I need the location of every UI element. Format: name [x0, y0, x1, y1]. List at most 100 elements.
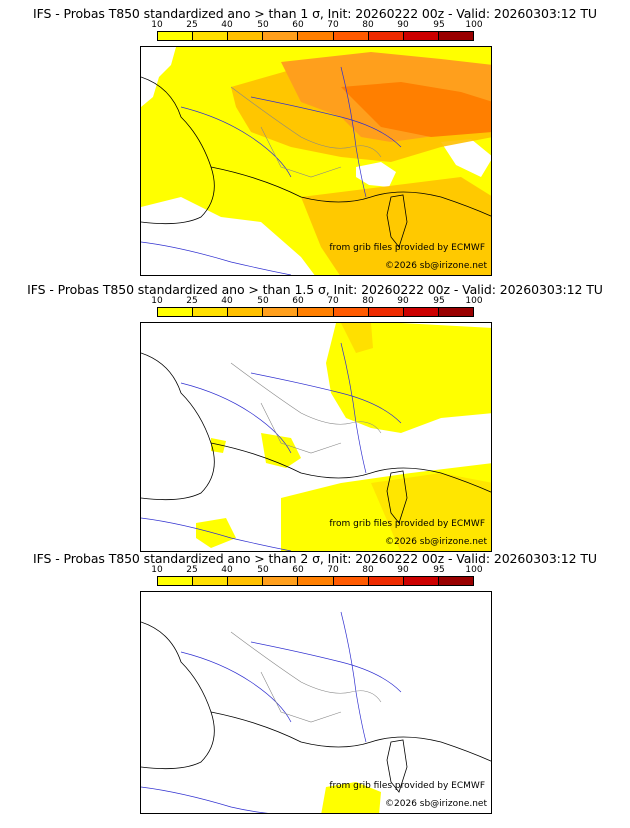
colorbar-segment — [263, 32, 299, 40]
probability-field-low — [211, 438, 226, 453]
probability-map: from grib files provided by ECMWF ©2026 … — [140, 46, 492, 276]
colorbar-tick: 40 — [221, 565, 233, 575]
probability-field-low — [196, 518, 236, 548]
probability-field-low — [326, 323, 491, 433]
colorbar-segment — [193, 32, 229, 40]
colorbar-tick: 40 — [221, 20, 233, 30]
panel-1-sigma: IFS - Probas T850 standardized ano > tha… — [0, 0, 630, 276]
colorbar: 10 25 40 50 60 70 80 90 95 100 — [151, 296, 483, 320]
map-graphic — [141, 611, 491, 813]
no-signal-area — [441, 139, 491, 177]
colorbar-tick: 10 — [151, 20, 163, 30]
colorbar-tick: 10 — [151, 296, 163, 306]
colorbar-tick: 25 — [186, 296, 198, 306]
colorbar-tick: 95 — [433, 20, 445, 30]
colorbar-tick: 25 — [186, 20, 198, 30]
panel-title: IFS - Probas T850 standardized ano > tha… — [33, 6, 597, 21]
river — [250, 641, 402, 693]
colorbar-segment — [228, 32, 264, 40]
coastline — [210, 442, 491, 493]
colorbar-tick: 50 — [257, 565, 269, 575]
river — [250, 96, 402, 148]
river — [180, 106, 292, 178]
colorbar-segment — [158, 308, 194, 316]
colorbar-segment — [333, 577, 369, 585]
colorbar-segment — [403, 32, 439, 40]
colorbar-tick: 25 — [186, 565, 198, 575]
colorbar-segment — [403, 308, 439, 316]
corsica-coast — [386, 194, 408, 248]
panel-title: IFS - Probas T850 standardized ano > tha… — [33, 551, 597, 566]
river — [340, 611, 367, 743]
coastline — [210, 711, 491, 762]
panel-2-sigma: IFS - Probas T850 standardized ano > tha… — [0, 545, 630, 821]
colorbar: 10 25 40 50 60 70 80 90 95 100 — [151, 565, 483, 589]
source-credit: from grib files provided by ECMWF — [329, 243, 485, 253]
map-graphic — [141, 323, 491, 551]
corsica-coast — [386, 470, 408, 524]
copyright-credit: ©2026 sb@irizone.net — [385, 537, 487, 547]
panel-title: IFS - Probas T850 standardized ano > tha… — [27, 282, 603, 297]
corsica-coast — [386, 739, 408, 793]
colorbar-segment — [228, 577, 264, 585]
colorbar-segment — [263, 308, 299, 316]
river — [141, 786, 269, 813]
colorbar-tick: 50 — [257, 20, 269, 30]
colorbar-segment — [368, 577, 404, 585]
colorbar-bar — [157, 31, 474, 41]
colorbar-segment — [158, 32, 194, 40]
copyright-credit: ©2026 sb@irizone.net — [385, 261, 487, 271]
colorbar-tick: 90 — [397, 20, 409, 30]
source-credit: from grib files provided by ECMWF — [329, 781, 485, 791]
probability-map: from grib files provided by ECMWF ©2026 … — [140, 322, 492, 552]
colorbar-segment — [193, 577, 229, 585]
colorbar-segment — [298, 577, 334, 585]
no-signal-area — [356, 162, 396, 187]
coastline — [141, 621, 215, 770]
river — [180, 382, 292, 454]
colorbar-segment — [368, 308, 404, 316]
admin-border — [260, 126, 342, 178]
colorbar-tick: 90 — [397, 565, 409, 575]
colorbar-tick: 10 — [151, 565, 163, 575]
map-graphic — [141, 47, 491, 275]
colorbar-segment — [298, 32, 334, 40]
colorbar-segment — [263, 577, 299, 585]
colorbar-tick: 100 — [465, 565, 483, 575]
river — [180, 651, 292, 723]
colorbar-bar — [157, 307, 474, 317]
colorbar-segment — [158, 577, 194, 585]
colorbar-segment — [438, 308, 473, 316]
colorbar-tick: 70 — [327, 565, 339, 575]
colorbar-segment — [438, 577, 473, 585]
panel-1-5-sigma: IFS - Probas T850 standardized ano > tha… — [0, 276, 630, 552]
coastline — [141, 352, 215, 501]
colorbar-tick: 100 — [465, 296, 483, 306]
probability-field-mid — [371, 473, 491, 551]
river — [141, 517, 292, 551]
admin-border — [260, 402, 342, 454]
admin-border — [230, 362, 382, 434]
probability-field-low — [261, 433, 301, 468]
colorbar-tick: 80 — [362, 20, 374, 30]
river — [250, 372, 402, 424]
colorbar-segment — [438, 32, 473, 40]
source-credit: from grib files provided by ECMWF — [329, 519, 485, 529]
copyright-credit: ©2026 sb@irizone.net — [385, 799, 487, 809]
probability-map: from grib files provided by ECMWF ©2026 … — [140, 591, 492, 814]
probability-field-low — [321, 782, 381, 813]
colorbar-segment — [298, 308, 334, 316]
colorbar-tick: 90 — [397, 296, 409, 306]
colorbar-tick: 100 — [465, 20, 483, 30]
colorbar-tick: 80 — [362, 565, 374, 575]
colorbar-tick: 50 — [257, 296, 269, 306]
colorbar-segment — [228, 308, 264, 316]
colorbar: 10 25 40 50 60 70 80 90 95 100 — [151, 20, 483, 44]
river — [340, 66, 367, 198]
colorbar-segment — [403, 577, 439, 585]
colorbar-tick: 95 — [433, 565, 445, 575]
colorbar-tick: 70 — [327, 20, 339, 30]
river — [340, 342, 367, 474]
no-signal-area — [141, 47, 176, 107]
colorbar-segment — [368, 32, 404, 40]
